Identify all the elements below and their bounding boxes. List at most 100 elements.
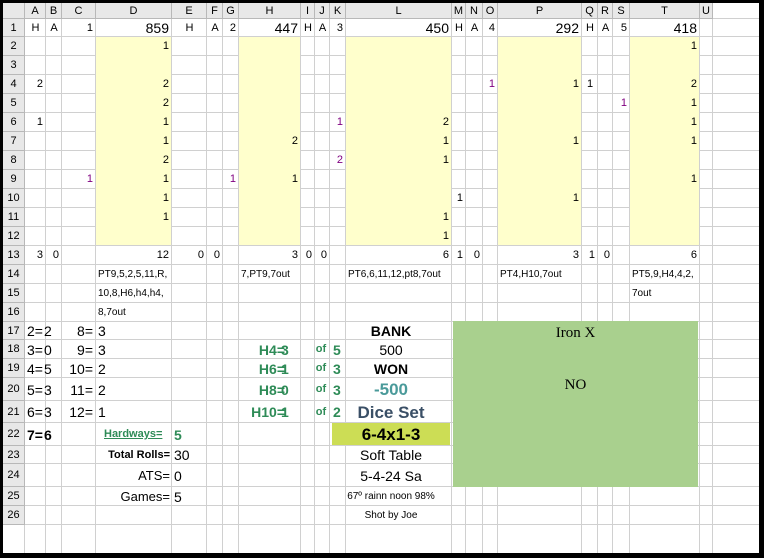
cell-t9[interactable]: 1 [690,173,697,185]
cell-a13[interactable]: 3 [36,249,43,261]
cell-t4[interactable]: 2 [690,78,697,90]
cell-d5[interactable]: 2 [162,97,169,109]
cell-m1[interactable]: H [455,21,463,34]
cell-l26[interactable]: Shot by Joe [364,509,418,521]
column-header-p[interactable]: P [498,3,582,19]
cell-t5[interactable]: 1 [690,97,697,109]
of-total-18[interactable]: 5 [333,341,341,358]
cell-d17[interactable]: 3 [98,323,106,339]
cell-m13[interactable]: 1 [456,249,463,261]
cell-s5[interactable]: 1 [620,97,627,109]
cell-k18[interactable]: of [315,343,327,355]
cell-i21[interactable]: 1 [281,404,289,420]
cell-k1[interactable]: 3 [336,21,343,34]
dice-set-label[interactable]: Dice Set [357,402,425,422]
column-header-j[interactable]: J [315,3,330,19]
cell-d10[interactable]: 1 [162,192,169,204]
cell-l19[interactable]: WON [373,360,409,377]
games-label[interactable]: Games= [120,489,171,504]
cell-n13[interactable]: 0 [473,249,480,261]
cell-k6[interactable]: 1 [336,116,343,128]
cell-d11[interactable]: 1 [162,211,169,223]
row-header-21[interactable]: 21 [3,401,25,423]
cell-f13[interactable]: 0 [213,249,220,261]
row-header-22[interactable]: 22 [3,423,25,446]
cell-o1[interactable]: 4 [488,21,495,34]
cell-l1[interactable]: 450 [425,20,449,36]
cell-h13[interactable]: 3 [291,249,298,261]
row-header-7[interactable]: 7 [3,132,25,151]
cell-k21[interactable]: of [315,405,327,418]
cell-j13[interactable]: 0 [320,249,327,261]
cell-b20[interactable]: 3 [44,381,52,398]
column-header-k[interactable]: K [330,3,346,19]
cell-l11[interactable]: 1 [442,211,449,223]
won-amount[interactable]: -500 [373,380,409,399]
cell-h1[interactable]: 447 [274,20,298,36]
session-date[interactable]: 5-4-24 Sa [360,467,422,484]
row-header-20[interactable]: 20 [3,378,25,401]
row-header-16[interactable]: 16 [3,303,25,322]
cell-i19[interactable]: 1 [281,360,289,377]
column-header-s[interactable]: S [613,3,630,19]
column-header-t[interactable]: T [630,3,700,19]
cell-l14[interactable]: PT6,6,11,12,pt8,7out [348,268,441,280]
cell-l6[interactable]: 2 [442,116,449,128]
cell-f1[interactable]: A [211,21,219,34]
cell-a19[interactable]: 4= [27,360,43,377]
cell-l8[interactable]: 1 [442,154,449,166]
row-header-5[interactable]: 5 [3,94,25,113]
cell-k8[interactable]: 2 [336,154,343,166]
row-header-8[interactable]: 8 [3,151,25,170]
cell-a6[interactable]: 1 [36,116,43,128]
cell-i20[interactable]: 0 [281,381,289,398]
weather-note[interactable]: 67º rainn noon 98% [347,490,435,502]
column-header-r[interactable]: R [598,3,613,19]
cell-c9[interactable]: 1 [86,173,93,185]
cell-d16[interactable]: 8,7out [98,306,126,318]
cell-m10[interactable]: 1 [456,192,463,204]
cell-d7[interactable]: 1 [162,135,169,147]
cell-t6[interactable]: 1 [690,116,697,128]
cell-t15[interactable]: 7out [632,287,652,299]
column-header-b[interactable]: B [46,3,62,19]
cell-d2[interactable]: 1 [162,40,169,52]
cell-d9[interactable]: 1 [162,173,169,185]
cell-d15[interactable]: 10,8,H6,h4,h4, [98,287,164,299]
cell-k20[interactable]: of [315,383,327,395]
cell-r13[interactable]: 0 [603,249,610,261]
cell-a4[interactable]: 2 [36,78,43,90]
row-header-19[interactable]: 19 [3,359,25,378]
cell-d1[interactable]: 859 [145,20,169,36]
cell-p13[interactable]: 3 [572,249,579,261]
cell-a1[interactable]: H [31,21,40,34]
column-header-f[interactable]: F [207,3,223,19]
cell-b13[interactable]: 0 [52,249,59,261]
column-header-n[interactable]: N [466,3,483,19]
cell-d19[interactable]: 2 [98,360,106,377]
cell-l23[interactable]: Soft Table [359,447,422,463]
cell-s1[interactable]: 5 [620,21,627,34]
cell-b1[interactable]: A [50,21,58,34]
spreadsheet[interactable]: Iron X NO H A 1 859 H A 2 447 H A 3 450 H A 4 292 H A 5 418… [3,3,759,553]
cell-e13[interactable]: 0 [197,249,204,261]
row-header-2[interactable]: 2 [3,37,25,56]
row-header-10[interactable]: 10 [3,189,25,208]
ats-label[interactable]: ATS= [138,468,170,483]
row-header-18[interactable]: 18 [3,340,25,359]
cell-c18[interactable]: 9= [77,341,93,358]
row-header-15[interactable]: 15 [3,284,25,303]
cell-b18[interactable]: 0 [44,341,52,358]
cell-i1[interactable]: H [304,21,312,34]
cell-p10[interactable]: 1 [572,192,579,204]
games-value[interactable]: 5 [174,488,182,505]
cell-a21[interactable]: 6= [27,404,43,420]
row-header-6[interactable]: 6 [3,113,25,132]
row-header-13[interactable]: 13 [3,246,25,265]
of-total-21[interactable]: 2 [333,404,341,420]
hardways-value[interactable]: 5 [174,426,182,443]
column-header-a[interactable]: A [25,3,46,19]
cell-d6[interactable]: 1 [162,116,169,128]
column-header-q[interactable]: Q [582,3,598,19]
dice-set-value[interactable]: 6-4x1-3 [332,423,450,445]
